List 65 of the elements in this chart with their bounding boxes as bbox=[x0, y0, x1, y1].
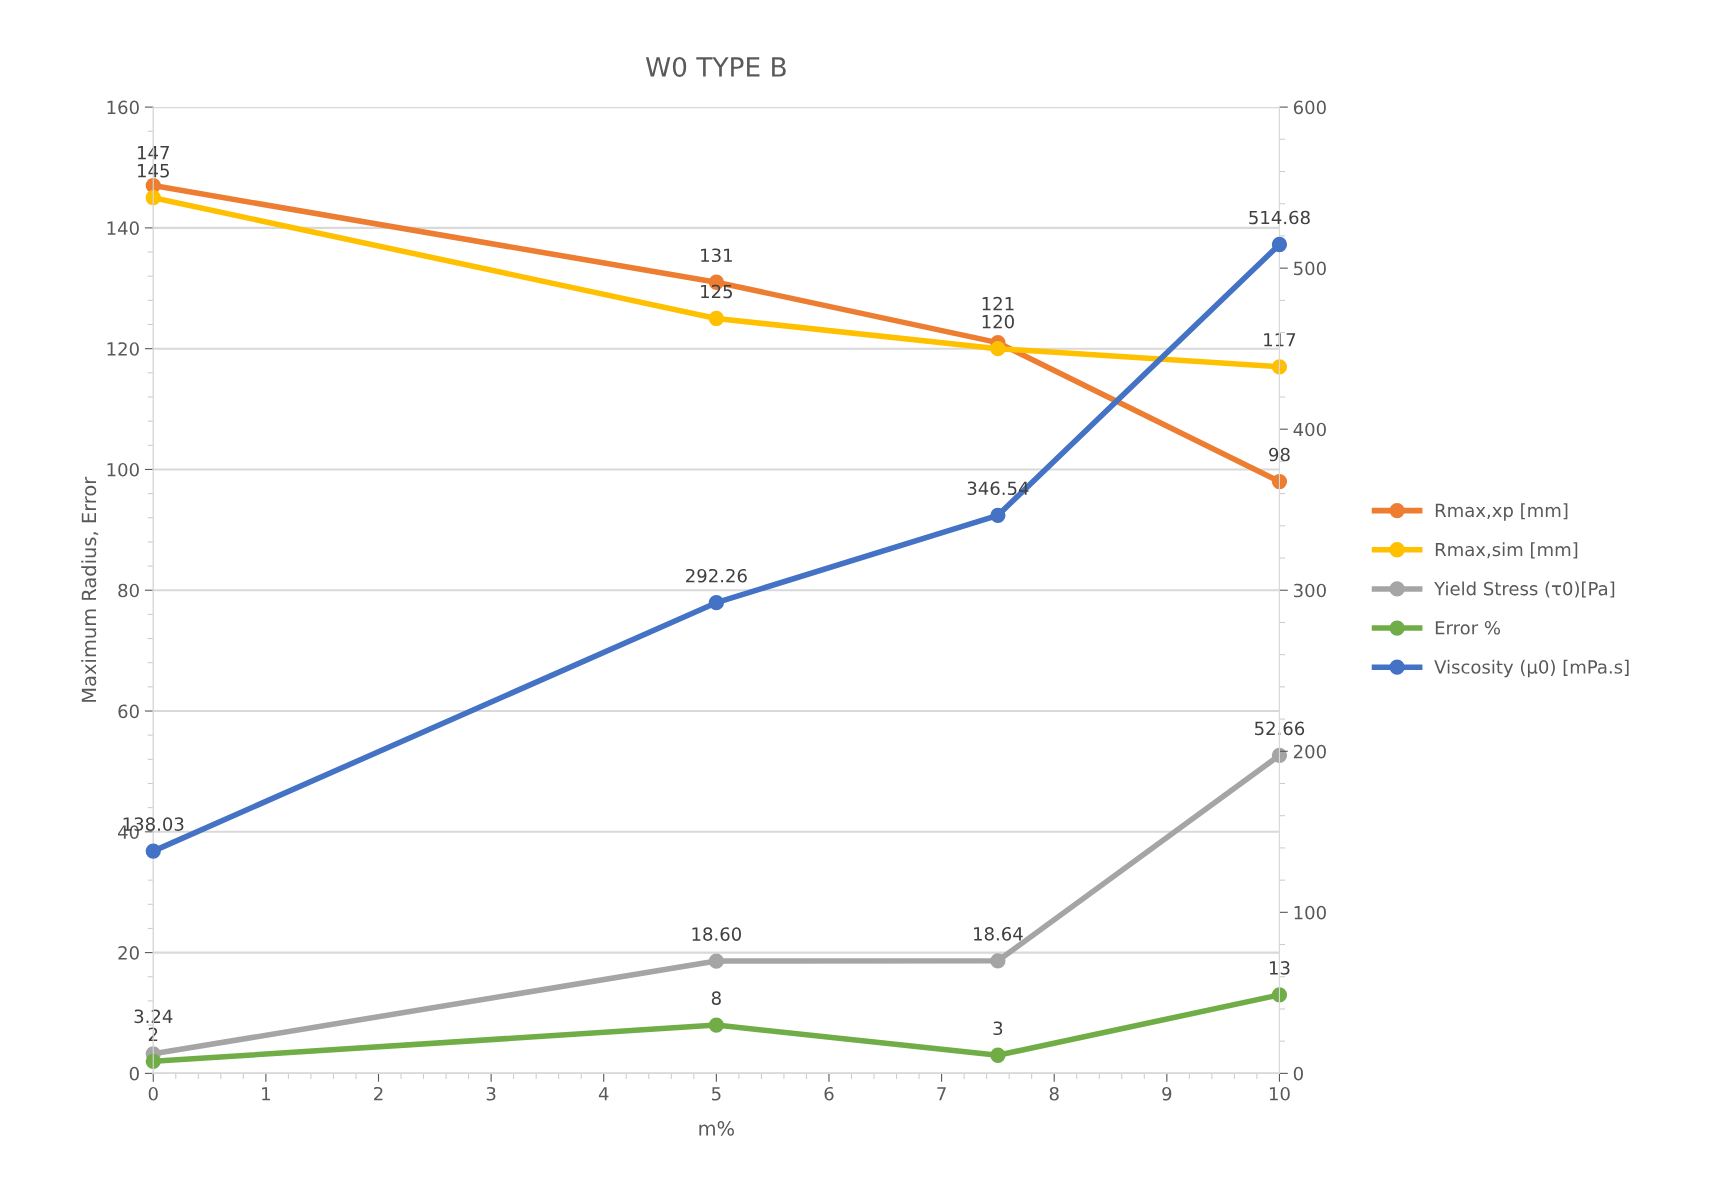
point bbox=[708, 595, 724, 611]
point bbox=[145, 1053, 161, 1069]
data-label: 145 bbox=[138, 164, 169, 178]
data-label: 18.60 bbox=[692, 927, 741, 941]
point bbox=[990, 507, 1006, 523]
point bbox=[708, 310, 724, 327]
x-tick-label: 4 bbox=[598, 1087, 609, 1101]
y-tick-label: 80 bbox=[118, 583, 139, 598]
data-label: 8 bbox=[711, 991, 721, 1005]
point bbox=[990, 1047, 1006, 1063]
data-label: 120 bbox=[982, 314, 1014, 329]
data-label: 125 bbox=[701, 284, 733, 299]
point bbox=[145, 190, 161, 206]
x-tick-label: 10 bbox=[1269, 1086, 1290, 1101]
x-axis-title: m% bbox=[699, 1121, 734, 1136]
y2-tick-label: 100 bbox=[1294, 905, 1326, 920]
point bbox=[1271, 473, 1288, 490]
data-label: 121 bbox=[982, 296, 1014, 311]
y2-tick-label: 500 bbox=[1294, 261, 1326, 276]
x-tick-label: 2 bbox=[374, 1086, 383, 1101]
y2-tick-label: 600 bbox=[1293, 100, 1326, 115]
point bbox=[708, 1017, 724, 1033]
point bbox=[990, 341, 1006, 357]
legend-label: Yield Stress (τ0)[Pa] bbox=[1434, 581, 1615, 598]
data-label: 3.24 bbox=[134, 1009, 173, 1024]
legend-label: Rmax,sim [mm] bbox=[1435, 542, 1578, 559]
x-tick-label: 0 bbox=[148, 1086, 158, 1101]
x-tick-label: 1 bbox=[262, 1087, 270, 1101]
point bbox=[145, 843, 161, 859]
chart-title: W0 TYPE B bbox=[645, 56, 786, 77]
x-tick-label: 6 bbox=[824, 1086, 834, 1101]
data-label: 292.26 bbox=[686, 568, 747, 583]
data-label: 3 bbox=[993, 1021, 1003, 1036]
y2-tick-label: 200 bbox=[1293, 744, 1326, 759]
y2-tick-label: 400 bbox=[1293, 422, 1326, 437]
legend-label: Error % bbox=[1435, 620, 1501, 635]
x-tick-label: 5 bbox=[712, 1087, 721, 1101]
legend-label: Rmax,xp [mm] bbox=[1435, 503, 1568, 521]
y-tick-label: 20 bbox=[118, 946, 139, 960]
data-label: 98 bbox=[1269, 447, 1290, 462]
y-tick-label: 120 bbox=[107, 342, 139, 356]
y2-tick-label: 300 bbox=[1294, 583, 1326, 598]
y-axis-title: Maximum Radius, Error bbox=[81, 476, 99, 702]
y-tick-label: 60 bbox=[118, 704, 139, 719]
y-tick-label: 0 bbox=[129, 1066, 139, 1081]
point bbox=[1271, 987, 1288, 1003]
legend-label: Viscosity (μ0) [mPa.s] bbox=[1434, 659, 1629, 678]
data-label: 514.68 bbox=[1249, 210, 1310, 225]
data-label: 52.66 bbox=[1254, 721, 1305, 736]
y2-tick-label: 0 bbox=[1293, 1066, 1303, 1081]
data-label: 147 bbox=[138, 146, 169, 160]
y-tick-label: 100 bbox=[107, 462, 139, 477]
data-label: 13 bbox=[1269, 961, 1290, 975]
point bbox=[990, 953, 1006, 969]
data-label: 18.64 bbox=[974, 926, 1023, 941]
data-label: 2 bbox=[148, 1027, 158, 1041]
x-tick-label: 7 bbox=[937, 1087, 946, 1101]
y-tick-label: 160 bbox=[107, 100, 139, 115]
data-label: 131 bbox=[701, 248, 732, 263]
point bbox=[1271, 236, 1288, 253]
point bbox=[708, 953, 724, 969]
x-tick-label: 9 bbox=[1162, 1086, 1172, 1101]
x-tick-label: 8 bbox=[1049, 1086, 1059, 1101]
x-tick-label: 3 bbox=[486, 1086, 496, 1101]
y-tick-label: 140 bbox=[107, 221, 139, 235]
